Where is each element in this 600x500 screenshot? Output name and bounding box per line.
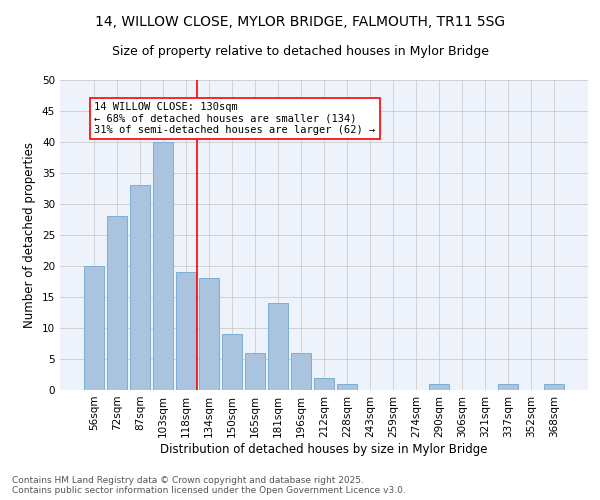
Bar (222, 334, 242, 390)
Bar (337, 384, 357, 390)
Y-axis label: Number of detached properties: Number of detached properties (23, 142, 37, 328)
Text: 14, WILLOW CLOSE, MYLOR BRIDGE, FALMOUTH, TR11 5SG: 14, WILLOW CLOSE, MYLOR BRIDGE, FALMOUTH… (95, 15, 505, 29)
Bar (291, 353, 311, 390)
Bar (84, 266, 104, 390)
Bar (544, 384, 564, 390)
Bar (268, 303, 288, 390)
X-axis label: Distribution of detached houses by size in Mylor Bridge: Distribution of detached houses by size … (160, 442, 488, 456)
Bar (199, 278, 218, 390)
Bar (153, 142, 173, 390)
Text: Size of property relative to detached houses in Mylor Bridge: Size of property relative to detached ho… (112, 45, 488, 58)
Bar (430, 384, 449, 390)
Bar (245, 353, 265, 390)
Text: Contains HM Land Registry data © Crown copyright and database right 2025.
Contai: Contains HM Land Registry data © Crown c… (12, 476, 406, 495)
Text: 14 WILLOW CLOSE: 130sqm
← 68% of detached houses are smaller (134)
31% of semi-d: 14 WILLOW CLOSE: 130sqm ← 68% of detache… (94, 102, 376, 135)
Bar (314, 378, 334, 390)
Bar (176, 272, 196, 390)
Bar (499, 384, 518, 390)
Bar (107, 216, 127, 390)
Bar (130, 186, 149, 390)
